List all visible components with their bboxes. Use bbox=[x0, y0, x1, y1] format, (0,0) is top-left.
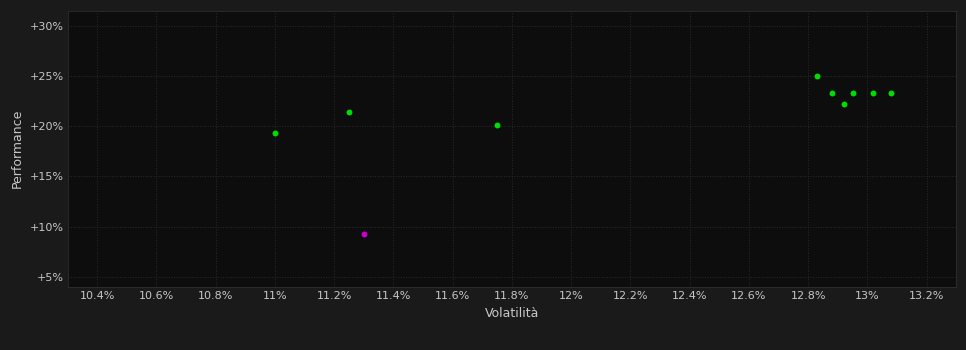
Point bbox=[824, 90, 839, 96]
Point bbox=[836, 101, 851, 107]
Point bbox=[490, 122, 505, 128]
Point bbox=[845, 90, 861, 96]
Point bbox=[884, 90, 899, 96]
Point bbox=[866, 90, 881, 96]
Point bbox=[810, 73, 825, 79]
X-axis label: Volatilità: Volatilità bbox=[485, 307, 539, 320]
Point bbox=[268, 130, 283, 136]
Point bbox=[341, 109, 356, 115]
Point bbox=[356, 231, 372, 237]
Y-axis label: Performance: Performance bbox=[11, 109, 24, 188]
